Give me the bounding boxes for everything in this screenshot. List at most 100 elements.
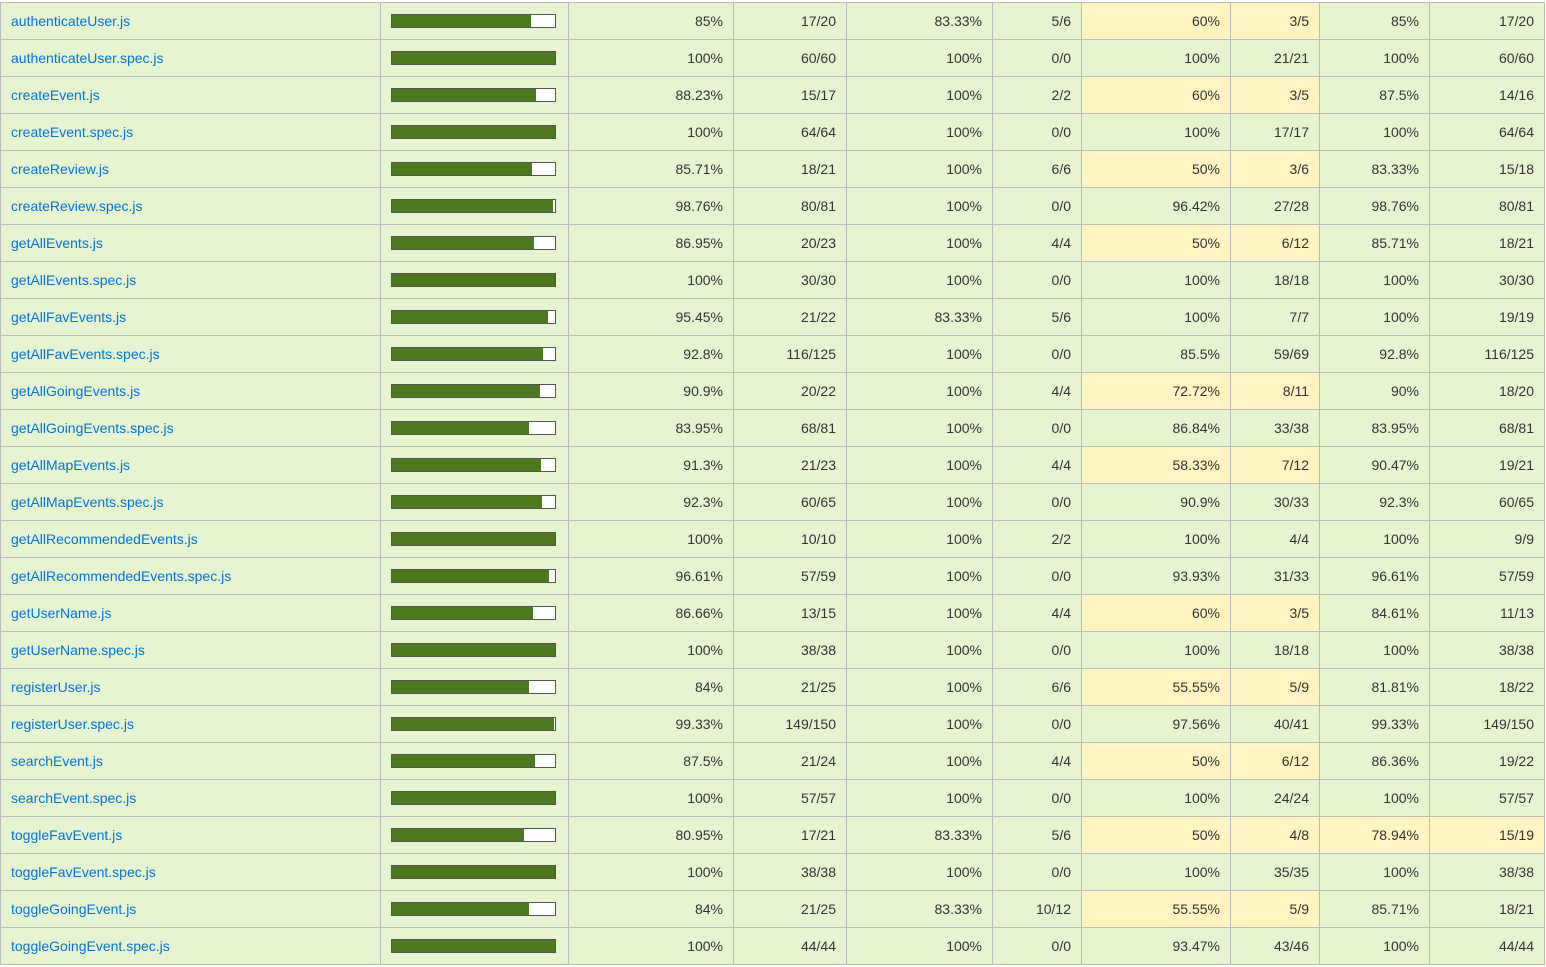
statements-fraction: 13/15 xyxy=(733,594,847,632)
statements-fraction: 80/81 xyxy=(733,187,847,225)
branches-fraction: 0/0 xyxy=(992,335,1082,373)
table-row: createEvent.spec.js 100% 64/64 100% 0/0 100% 1… xyxy=(0,113,1545,151)
functions-percent: 72.72% xyxy=(1081,372,1231,410)
file-link[interactable]: getAllEvents.spec.js xyxy=(11,272,137,288)
functions-percent: 60% xyxy=(1081,2,1231,40)
lines-percent: 85.71% xyxy=(1319,224,1430,262)
statements-fraction: 21/22 xyxy=(733,298,847,336)
coverage-bar xyxy=(391,236,556,250)
statements-percent: 100% xyxy=(568,113,734,151)
coverage-bar-cell xyxy=(380,779,569,817)
table-row: getAllRecommendedEvents.js 100% 10/10 100% 2… xyxy=(0,520,1545,558)
branches-fraction: 2/2 xyxy=(992,520,1082,558)
file-link[interactable]: getAllRecommendedEvents.spec.js xyxy=(11,568,232,584)
file-link[interactable]: registerUser.js xyxy=(11,679,101,695)
functions-percent: 100% xyxy=(1081,113,1231,151)
lines-percent: 96.61% xyxy=(1319,557,1430,595)
file-cell: getAllEvents.spec.js xyxy=(0,261,381,299)
file-cell: searchEvent.js xyxy=(0,742,381,780)
file-cell: registerUser.spec.js xyxy=(0,705,381,743)
file-cell: authenticateUser.js xyxy=(0,2,381,40)
coverage-bar xyxy=(391,495,556,509)
branches-percent: 100% xyxy=(846,594,993,632)
coverage-bar xyxy=(391,754,556,768)
file-link[interactable]: createEvent.js xyxy=(11,87,100,103)
branches-fraction: 0/0 xyxy=(992,927,1082,965)
file-link[interactable]: authenticateUser.spec.js xyxy=(11,50,164,66)
file-link[interactable]: createEvent.spec.js xyxy=(11,124,134,140)
functions-fraction: 4/4 xyxy=(1230,520,1320,558)
branches-fraction: 0/0 xyxy=(992,483,1082,521)
file-link[interactable]: toggleFavEvent.spec.js xyxy=(11,864,156,880)
coverage-bar-cell xyxy=(380,113,569,151)
coverage-bar-fill xyxy=(392,385,541,397)
lines-percent: 100% xyxy=(1319,113,1430,151)
file-link[interactable]: getUserName.spec.js xyxy=(11,642,145,658)
file-link[interactable]: getAllMapEvents.spec.js xyxy=(11,494,164,510)
functions-percent: 86.84% xyxy=(1081,409,1231,447)
file-cell: createEvent.spec.js xyxy=(0,113,381,151)
statements-fraction: 60/60 xyxy=(733,39,847,77)
coverage-bar xyxy=(391,125,556,139)
file-link[interactable]: authenticateUser.js xyxy=(11,13,131,29)
functions-fraction: 43/46 xyxy=(1230,927,1320,965)
functions-percent: 90.9% xyxy=(1081,483,1231,521)
file-link[interactable]: getAllMapEvents.js xyxy=(11,457,131,473)
coverage-bar xyxy=(391,421,556,435)
statements-percent: 100% xyxy=(568,631,734,669)
statements-fraction: 21/23 xyxy=(733,446,847,484)
lines-fraction: 19/22 xyxy=(1429,742,1545,780)
branches-percent: 100% xyxy=(846,409,993,447)
coverage-bar-cell xyxy=(380,446,569,484)
lines-fraction: 15/19 xyxy=(1429,816,1545,854)
coverage-bar-cell xyxy=(380,594,569,632)
file-link[interactable]: getAllRecommendedEvents.js xyxy=(11,531,198,547)
file-link[interactable]: createReview.js xyxy=(11,161,110,177)
lines-percent: 81.81% xyxy=(1319,668,1430,706)
statements-percent: 92.3% xyxy=(568,483,734,521)
branches-percent: 100% xyxy=(846,853,993,891)
file-link[interactable]: getAllGoingEvents.spec.js xyxy=(11,420,174,436)
lines-percent: 78.94% xyxy=(1319,816,1430,854)
coverage-bar xyxy=(391,273,556,287)
statements-fraction: 38/38 xyxy=(733,631,847,669)
statements-percent: 100% xyxy=(568,261,734,299)
coverage-bar-fill xyxy=(392,163,532,175)
file-link[interactable]: getAllFavEvents.spec.js xyxy=(11,346,160,362)
lines-fraction: 15/18 xyxy=(1429,150,1545,188)
file-link[interactable]: searchEvent.spec.js xyxy=(11,790,137,806)
branches-fraction: 0/0 xyxy=(992,261,1082,299)
functions-percent: 58.33% xyxy=(1081,446,1231,484)
lines-fraction: 11/13 xyxy=(1429,594,1545,632)
table-row: registerUser.js 84% 21/25 100% 6/6 55.55% 5/9 8… xyxy=(0,668,1545,706)
file-link[interactable]: createReview.spec.js xyxy=(11,198,143,214)
statements-percent: 90.9% xyxy=(568,372,734,410)
file-link[interactable]: getUserName.js xyxy=(11,605,112,621)
branches-fraction: 0/0 xyxy=(992,853,1082,891)
table-row: createReview.js 85.71% 18/21 100% 6/6 50% 3/6 8… xyxy=(0,150,1545,188)
file-link[interactable]: searchEvent.js xyxy=(11,753,103,769)
table-row: getAllGoingEvents.js 90.9% 20/22 100% 4/4 72.… xyxy=(0,372,1545,410)
file-link[interactable]: registerUser.spec.js xyxy=(11,716,134,732)
coverage-bar xyxy=(391,828,556,842)
branches-percent: 100% xyxy=(846,631,993,669)
coverage-bar-fill xyxy=(392,311,548,323)
functions-percent: 93.93% xyxy=(1081,557,1231,595)
coverage-bar-fill xyxy=(392,644,555,656)
file-link[interactable]: toggleGoingEvent.js xyxy=(11,901,137,917)
table-row: toggleFavEvent.js 80.95% 17/21 83.33% 5/6 50%… xyxy=(0,816,1545,854)
file-link[interactable]: getAllFavEvents.js xyxy=(11,309,127,325)
file-link[interactable]: toggleFavEvent.js xyxy=(11,827,123,843)
file-link[interactable]: getAllEvents.js xyxy=(11,235,103,251)
file-link[interactable]: getAllGoingEvents.js xyxy=(11,383,141,399)
table-row: toggleFavEvent.spec.js 100% 38/38 100% 0/0 10… xyxy=(0,853,1545,891)
functions-fraction: 31/33 xyxy=(1230,557,1320,595)
file-link[interactable]: toggleGoingEvent.spec.js xyxy=(11,938,170,954)
branches-percent: 100% xyxy=(846,668,993,706)
statements-fraction: 18/21 xyxy=(733,150,847,188)
coverage-bar xyxy=(391,88,556,102)
lines-fraction: 9/9 xyxy=(1429,520,1545,558)
statements-fraction: 60/65 xyxy=(733,483,847,521)
lines-fraction: 60/65 xyxy=(1429,483,1545,521)
statements-fraction: 116/125 xyxy=(733,335,847,373)
